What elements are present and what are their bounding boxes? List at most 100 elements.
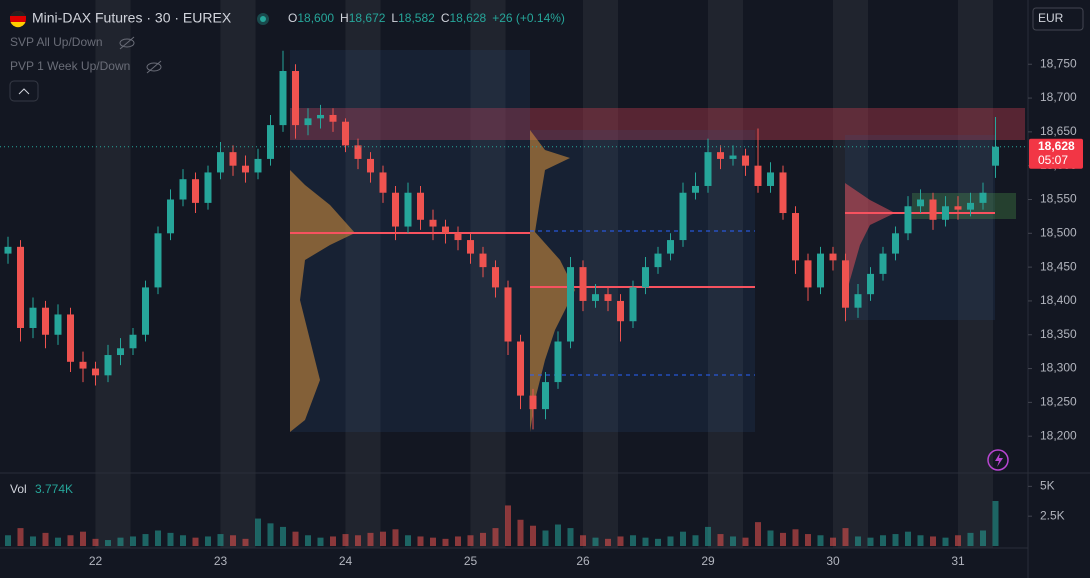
volume-bar	[217, 534, 224, 546]
volume-bar	[255, 518, 261, 546]
volume-bar	[780, 532, 786, 546]
volume-bar	[30, 536, 36, 546]
candle-body	[42, 307, 49, 335]
candle-body	[354, 145, 362, 159]
volume-bar	[992, 500, 999, 546]
volume-bar	[442, 538, 449, 546]
volume-bar	[167, 532, 174, 546]
y-tick-label: 18,400	[1040, 293, 1077, 307]
candle-body	[229, 152, 237, 166]
collapse-icon	[18, 88, 30, 95]
candle-body	[679, 192, 687, 241]
change-value: +26 (+0.14%)	[492, 11, 565, 25]
ohlc-key: H	[340, 11, 349, 25]
candle-body	[742, 155, 749, 166]
volume-bar	[967, 532, 974, 546]
candle-body	[67, 314, 74, 362]
volume-bar	[355, 535, 361, 546]
session-band	[958, 0, 993, 548]
candle-body	[417, 192, 424, 220]
candle-body	[479, 253, 487, 268]
volume-value: 3.774K	[35, 482, 73, 496]
volume-bar	[80, 531, 86, 546]
volume-bar	[817, 535, 824, 546]
candle-body	[842, 260, 849, 308]
volume-bar	[417, 536, 424, 546]
volume-bar	[467, 535, 474, 546]
axes: 18,200 18,250 18,300 18,350 18,400 18,450 18,5…	[89, 56, 1083, 568]
candle-body	[29, 307, 37, 328]
candle-body	[542, 382, 549, 410]
candle-body	[892, 233, 899, 254]
volume-name: Vol	[10, 482, 27, 496]
candle-body	[92, 368, 99, 376]
candle-body	[4, 246, 12, 254]
volume-bar	[405, 535, 411, 546]
candle-body	[729, 155, 737, 159]
candle-body	[392, 192, 399, 227]
volume-bar	[542, 530, 549, 546]
alert-icon[interactable]	[987, 449, 1009, 471]
volume-bar	[942, 537, 949, 546]
candle-body	[492, 267, 499, 288]
volume-bar	[517, 519, 524, 546]
candle-body	[704, 152, 712, 186]
volume-bar	[680, 531, 686, 546]
volume-bar	[267, 523, 274, 546]
zone	[290, 108, 1025, 140]
currency-label: EUR	[1038, 11, 1064, 25]
volume-bar	[567, 528, 574, 546]
symbol-title: Mini-DAX Futures · 30 · EUREX	[32, 10, 232, 26]
y-tick-label: 18,450	[1040, 259, 1077, 273]
candle-body	[292, 71, 299, 126]
candle-body	[867, 273, 874, 295]
candle-body	[792, 213, 799, 261]
volume-bar	[717, 534, 724, 546]
currency-button[interactable]	[1032, 7, 1084, 31]
y-tick-label: 18,750	[1040, 56, 1077, 70]
candle-body	[929, 199, 937, 220]
candle-body	[79, 361, 87, 369]
candle-body	[654, 253, 662, 268]
volume-bar	[667, 536, 674, 546]
volume-tick-label: 2.5K	[1040, 508, 1065, 522]
last-price-label: 18,628	[1038, 139, 1075, 153]
last-price-box	[1029, 138, 1083, 169]
volume-bar	[55, 537, 61, 546]
candle-body	[192, 179, 199, 203]
y-tick-label: 18,550	[1040, 192, 1077, 206]
ohlc-key: C	[441, 11, 450, 25]
candle-body	[879, 253, 887, 274]
session-band	[345, 0, 381, 548]
collapse-button[interactable]	[9, 80, 39, 102]
ohlc-legend: O18,600 H18,672 L18,582 C18,628 +26 (+0.14%)	[288, 11, 565, 25]
volume-bar	[642, 537, 649, 546]
volume-bar	[742, 537, 749, 546]
candle-body	[329, 114, 337, 122]
session-band	[583, 0, 618, 548]
volume-bar	[767, 530, 774, 546]
volume-bar	[592, 537, 599, 546]
candle-body	[142, 287, 149, 335]
volume-bar	[555, 524, 561, 546]
volume-bar	[380, 531, 386, 546]
eye-icon[interactable]	[119, 36, 162, 74]
candle-body	[667, 240, 674, 254]
volume-bar	[605, 538, 611, 546]
candle-body	[217, 152, 224, 173]
candle-body	[204, 172, 212, 203]
ohlc-value: 18,628	[449, 11, 486, 25]
alert-icon	[995, 453, 1003, 467]
volume-bar	[492, 528, 499, 546]
volume-bar	[180, 535, 186, 546]
profile-histogram	[530, 130, 575, 432]
volume-bar	[105, 540, 111, 546]
volume-bar	[505, 505, 511, 546]
volume-bar	[792, 529, 799, 546]
candle-body	[779, 172, 787, 214]
session-band	[470, 0, 506, 548]
candle-body	[379, 172, 387, 193]
candle-body	[104, 355, 112, 376]
volume-bar	[317, 537, 324, 546]
